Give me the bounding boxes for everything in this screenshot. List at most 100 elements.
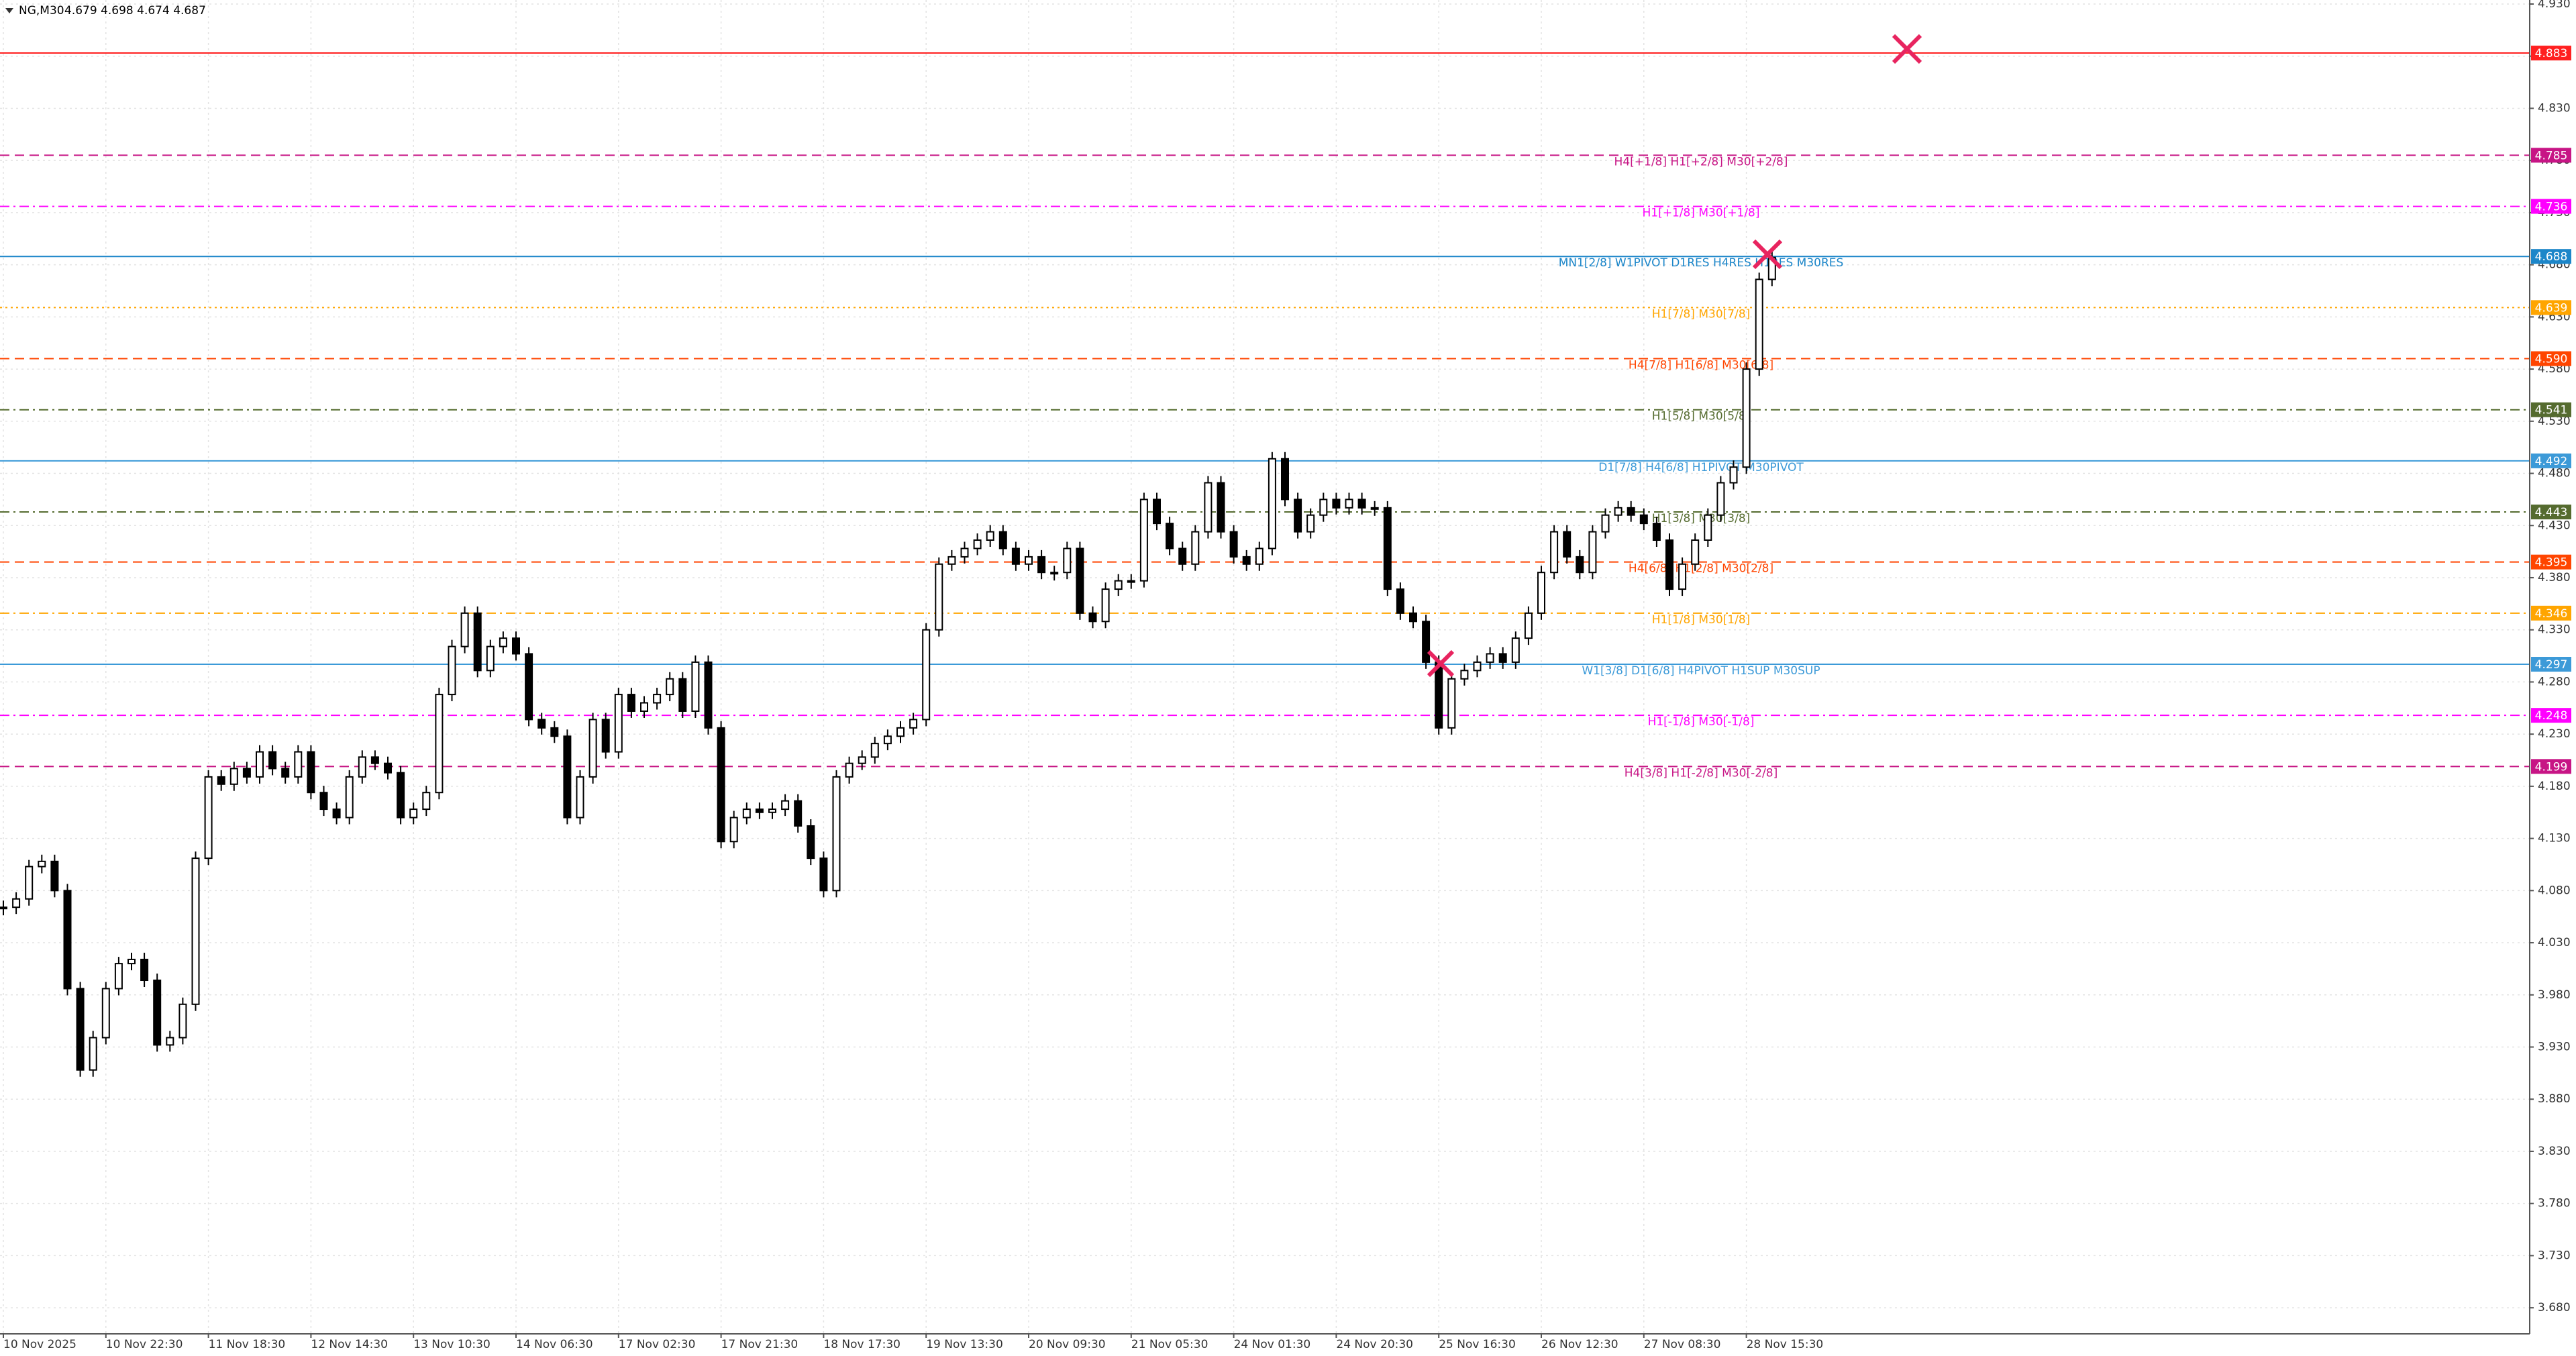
candle <box>858 756 866 764</box>
level-label: H4[7/8] H1[6/8] M30[6/8] <box>1629 359 1773 372</box>
candle <box>998 531 1007 550</box>
candle <box>281 768 290 778</box>
candle <box>1345 499 1353 509</box>
candle <box>845 762 854 778</box>
candle <box>1050 572 1059 575</box>
candle <box>704 661 713 729</box>
level-price-label: 4.736 <box>2535 201 2568 214</box>
candle <box>960 547 969 558</box>
level-label: H4[+1/8] H1[+2/8] M30[+2/8] <box>1614 155 1788 168</box>
x-tick-label: 10 Nov 22:30 <box>106 1338 183 1351</box>
candle <box>140 958 149 982</box>
candle <box>909 719 918 729</box>
candle <box>307 751 315 794</box>
candle <box>1383 507 1392 590</box>
x-tick-label: 18 Nov 17:30 <box>823 1338 900 1351</box>
candle <box>1025 556 1033 565</box>
candle <box>409 809 418 819</box>
candle <box>601 719 610 753</box>
candle <box>1524 612 1533 639</box>
candle <box>1011 547 1020 565</box>
signal-cross <box>1427 649 1455 678</box>
candle <box>781 800 790 811</box>
level-price-box <box>2531 46 2571 61</box>
candle <box>1652 523 1661 541</box>
candle <box>460 612 469 647</box>
candle <box>883 735 892 745</box>
candle <box>114 963 123 990</box>
level-label: H1[1/8] M30[1/8] <box>1652 613 1751 627</box>
candle <box>63 890 72 990</box>
candle <box>217 776 225 785</box>
candle <box>76 988 85 1071</box>
x-tick-label: 28 Nov 15:30 <box>1747 1338 1824 1351</box>
candle <box>229 768 238 785</box>
candle <box>666 678 674 696</box>
level-label: D1[7/8] H4[6/8] H1PIVOT M30PIVOT <box>1598 461 1804 474</box>
y-tick-label: 4.030 <box>2538 936 2571 949</box>
candle <box>653 694 662 704</box>
candle <box>435 694 444 794</box>
candle <box>1601 514 1610 533</box>
level-label: H1[+1/8] M30[+1/8] <box>1642 207 1759 220</box>
y-tick-label: 3.830 <box>2538 1145 2571 1158</box>
level-label: H1[7/8] M30[7/8] <box>1652 307 1751 321</box>
candle <box>358 756 366 778</box>
candle <box>537 719 546 729</box>
y-tick-label: 3.880 <box>2538 1092 2571 1106</box>
level-price-label: 4.688 <box>2535 250 2568 264</box>
candle <box>1063 547 1072 574</box>
candle <box>1588 531 1597 574</box>
level-price-label: 4.639 <box>2535 301 2568 315</box>
y-tick-label: 3.980 <box>2538 988 2571 1002</box>
candle <box>1691 539 1700 565</box>
candle <box>550 727 559 737</box>
candle <box>1627 507 1635 516</box>
candle <box>178 1003 187 1039</box>
candle <box>1217 482 1225 533</box>
candle <box>922 629 931 721</box>
y-tick-label: 4.180 <box>2538 780 2571 793</box>
level-label: H4[3/8] H1[-2/8] M30[-2/8] <box>1625 766 1778 780</box>
y-tick-label: 4.480 <box>2538 467 2571 480</box>
level-label: MN1[2/8] W1PIVOT D1RES H4RES H1RES M30RE… <box>1559 256 1844 270</box>
level-price-label: 4.346 <box>2535 607 2568 621</box>
level-price-label: 4.541 <box>2535 404 2568 417</box>
candle <box>794 800 803 827</box>
candle <box>1178 547 1187 565</box>
candle <box>1268 458 1276 550</box>
x-tick-label: 11 Nov 18:30 <box>209 1338 286 1351</box>
candle <box>1101 588 1110 623</box>
candle <box>768 809 776 813</box>
candle <box>1473 661 1482 672</box>
y-tick-label: 3.680 <box>2538 1301 2571 1314</box>
level-label: W1[3/8] D1[6/8] H4PIVOT H1SUP M30SUP <box>1582 664 1820 678</box>
level-price-box <box>2531 554 2571 570</box>
candle <box>268 751 277 770</box>
candle <box>1486 653 1494 663</box>
candle <box>1550 531 1559 574</box>
x-tick-label: 24 Nov 20:30 <box>1336 1338 1413 1351</box>
y-tick-label: 4.380 <box>2538 571 2571 584</box>
symbol-menu-arrow[interactable] <box>5 8 13 13</box>
candle <box>1409 612 1417 623</box>
candle <box>499 637 507 647</box>
candle <box>1729 466 1738 484</box>
candle <box>127 958 136 965</box>
candle <box>1191 531 1200 565</box>
candle <box>640 702 648 712</box>
level-price-box <box>2531 505 2571 520</box>
candle <box>1319 499 1328 516</box>
candle <box>512 637 520 655</box>
level-label: H1[5/8] M30[5/8] <box>1652 410 1751 423</box>
candle <box>486 645 495 672</box>
y-tick-label: 4.230 <box>2538 727 2571 741</box>
candle <box>1755 278 1763 370</box>
candle <box>947 556 956 565</box>
candle <box>332 809 341 819</box>
signal-markers <box>1427 34 1922 678</box>
ohlc-readout: 4.679 4.698 4.674 4.687 <box>64 4 206 17</box>
candle <box>1498 653 1507 663</box>
